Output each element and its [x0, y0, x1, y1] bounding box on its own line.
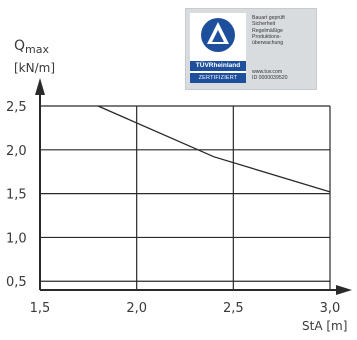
certified-label: ZERTIFIZIERT	[190, 73, 246, 83]
cert-url: www.tuv.com	[252, 69, 283, 75]
x-axis-title: StA [m]	[302, 319, 347, 333]
cert-line: Produktions-	[252, 33, 282, 40]
x-tick-label: 2,5	[223, 301, 244, 316]
tuv-brand: TÜVRheinland	[190, 61, 246, 71]
axes	[35, 78, 352, 295]
cert-line: Regelmäßige	[252, 27, 283, 34]
cert-line: Bauart geprüft	[252, 15, 285, 21]
x-tick-label: 3,0	[320, 301, 341, 316]
y-tick-label: 2,5	[6, 100, 27, 115]
certificate-description: Bauart geprüft Sicherheit Regelmäßige Pr…	[252, 15, 314, 46]
cert-id: ID 0000039520	[252, 75, 288, 82]
tuv-certificate-badge: TÜVRheinland ZERTIFIZIERT Bauart geprüft…	[185, 8, 317, 90]
y-tick-label: 1,0	[6, 231, 27, 246]
certificate-info: www.tuv.com ID 0000039520	[252, 69, 287, 82]
tick-labels: 0,5 1,0 1,5 2,0 2,5 1,5 2,0 2,5 3,0	[6, 100, 340, 316]
tuv-triangle-icon	[201, 18, 235, 52]
y-axis-arrow-icon	[35, 78, 45, 95]
x-tick-label: 1,5	[30, 301, 51, 316]
y-tick-label: 1,5	[6, 188, 27, 203]
series	[97, 105, 331, 193]
y-tick-label: 0,5	[6, 275, 27, 290]
x-axis-arrow-icon	[336, 285, 352, 295]
cert-line: Sicherheit	[252, 21, 276, 28]
series-line	[97, 105, 331, 193]
cert-line: überwachung	[252, 40, 284, 47]
grid	[40, 105, 331, 290]
y-axis-unit: [kN/m]	[14, 61, 55, 75]
tuv-logo: TÜVRheinland ZERTIFIZIERT	[190, 13, 246, 83]
y-axis-title: Qmax	[14, 38, 49, 56]
y-tick-label: 2,0	[6, 144, 27, 159]
x-tick-label: 2,0	[126, 301, 147, 316]
